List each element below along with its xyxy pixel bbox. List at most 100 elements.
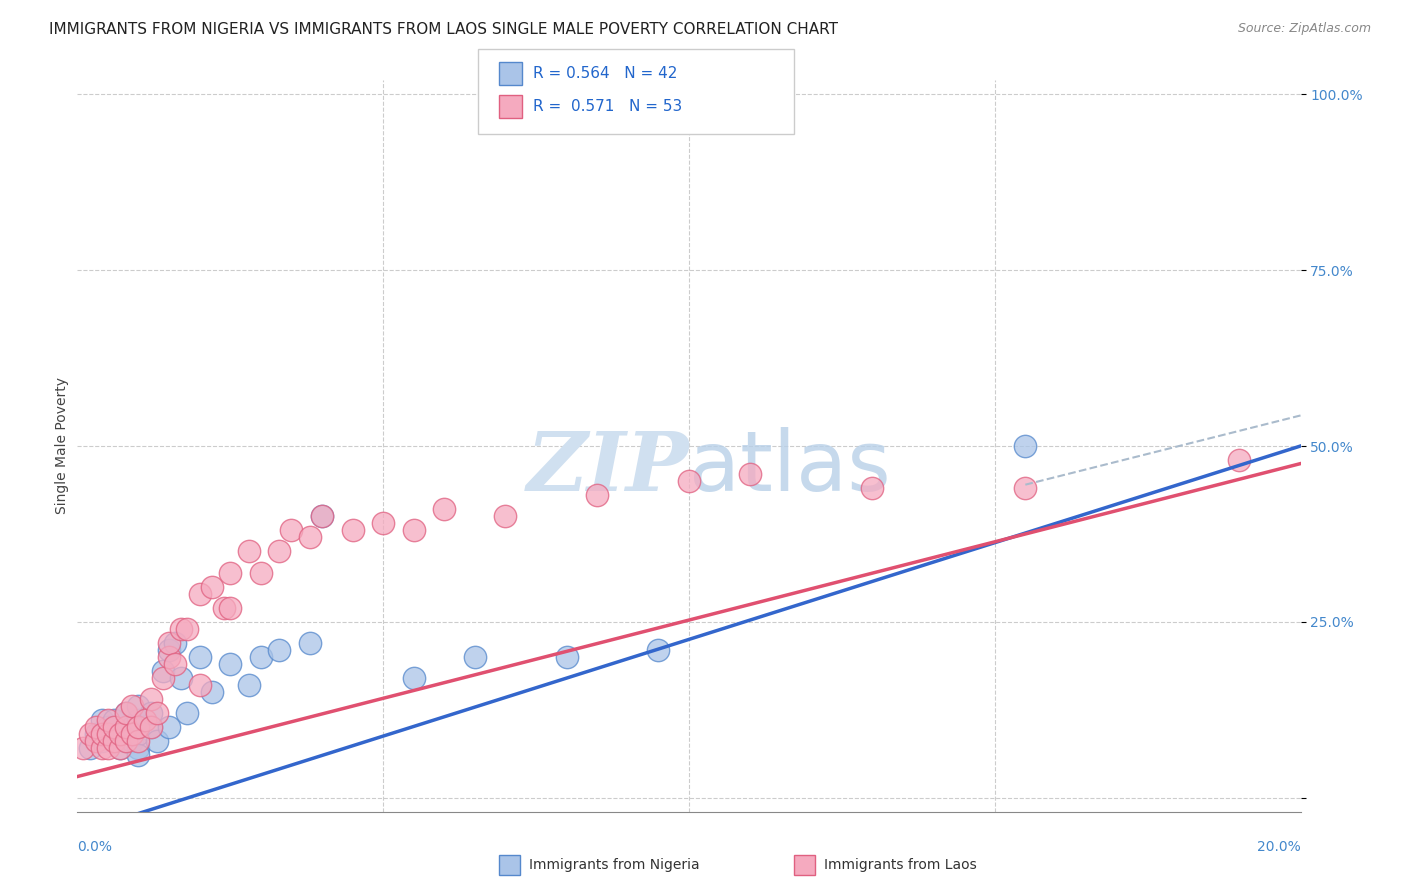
Point (127, 727, 149, 741)
Point (862, 481, 884, 495)
Point (176, 622, 198, 636)
Point (269, 643, 291, 657)
Point (146, 706, 169, 721)
Point (176, 706, 198, 721)
Point (97, 727, 120, 741)
Text: 0.0%: 0.0% (77, 840, 112, 854)
Point (108, 741, 131, 756)
Point (433, 502, 456, 516)
Point (495, 509, 517, 524)
Text: R = 0.564   N = 42: R = 0.564 N = 42 (533, 66, 678, 81)
Point (1014, 481, 1036, 495)
Point (152, 671, 174, 685)
Point (115, 720, 138, 734)
Point (157, 643, 180, 657)
Point (127, 748, 149, 763)
Point (121, 720, 143, 734)
Point (121, 727, 143, 741)
Point (90, 714, 112, 728)
Point (108, 741, 131, 756)
Point (146, 734, 169, 748)
Point (1229, 453, 1251, 467)
Point (250, 566, 273, 580)
Point (127, 720, 149, 734)
Point (250, 650, 273, 665)
Point (212, 600, 235, 615)
Point (103, 734, 125, 748)
Point (188, 587, 211, 601)
Point (97, 720, 120, 734)
Point (740, 467, 762, 482)
Point (115, 720, 138, 734)
Point (238, 544, 260, 558)
Point (90, 727, 112, 741)
Point (298, 636, 321, 650)
Point (152, 664, 174, 678)
Point (555, 650, 578, 665)
Point (586, 488, 609, 502)
Point (90, 741, 112, 756)
Point (97, 714, 120, 728)
Text: R =  0.571   N = 53: R = 0.571 N = 53 (533, 99, 682, 114)
Point (115, 706, 138, 721)
Point (84, 727, 107, 741)
Point (139, 720, 162, 734)
Point (97, 741, 120, 756)
Point (1014, 439, 1036, 453)
Point (402, 524, 425, 538)
Point (79, 741, 101, 756)
Point (134, 714, 156, 728)
Point (127, 734, 149, 748)
Point (157, 636, 180, 650)
Point (201, 580, 224, 594)
Point (103, 734, 125, 748)
Text: ZIP: ZIP (526, 428, 689, 508)
Point (371, 516, 394, 531)
Point (188, 678, 211, 692)
Point (103, 720, 125, 734)
Text: 20.0%: 20.0% (1257, 840, 1301, 854)
Point (170, 671, 193, 685)
Point (127, 699, 149, 714)
Point (298, 530, 321, 544)
Point (219, 600, 242, 615)
Point (269, 544, 291, 558)
Point (201, 685, 224, 699)
Point (464, 650, 486, 665)
Point (121, 699, 143, 714)
Point (139, 706, 162, 721)
Point (219, 657, 242, 671)
Point (311, 509, 333, 524)
Point (108, 727, 131, 741)
Point (115, 706, 138, 721)
Point (79, 727, 101, 741)
Point (219, 566, 242, 580)
Point (280, 524, 302, 538)
Point (647, 643, 669, 657)
Point (165, 636, 187, 650)
Point (72, 741, 94, 756)
Point (115, 734, 138, 748)
Point (84, 720, 107, 734)
Text: Source: ZipAtlas.com: Source: ZipAtlas.com (1237, 22, 1371, 36)
Point (139, 720, 162, 734)
Point (121, 734, 143, 748)
Point (115, 734, 138, 748)
Point (157, 720, 180, 734)
Text: IMMIGRANTS FROM NIGERIA VS IMMIGRANTS FROM LAOS SINGLE MALE POVERTY CORRELATION : IMMIGRANTS FROM NIGERIA VS IMMIGRANTS FR… (49, 22, 838, 37)
Point (678, 474, 700, 488)
Point (127, 714, 149, 728)
Point (84, 734, 107, 748)
Point (90, 734, 112, 748)
Point (103, 714, 125, 728)
Point (238, 678, 260, 692)
Point (127, 741, 149, 756)
Point (165, 657, 187, 671)
Text: atlas: atlas (689, 427, 890, 508)
Point (170, 622, 193, 636)
Point (311, 509, 333, 524)
Y-axis label: Single Male Poverty: Single Male Poverty (55, 377, 69, 515)
Point (108, 727, 131, 741)
Point (188, 650, 211, 665)
Point (139, 692, 162, 706)
